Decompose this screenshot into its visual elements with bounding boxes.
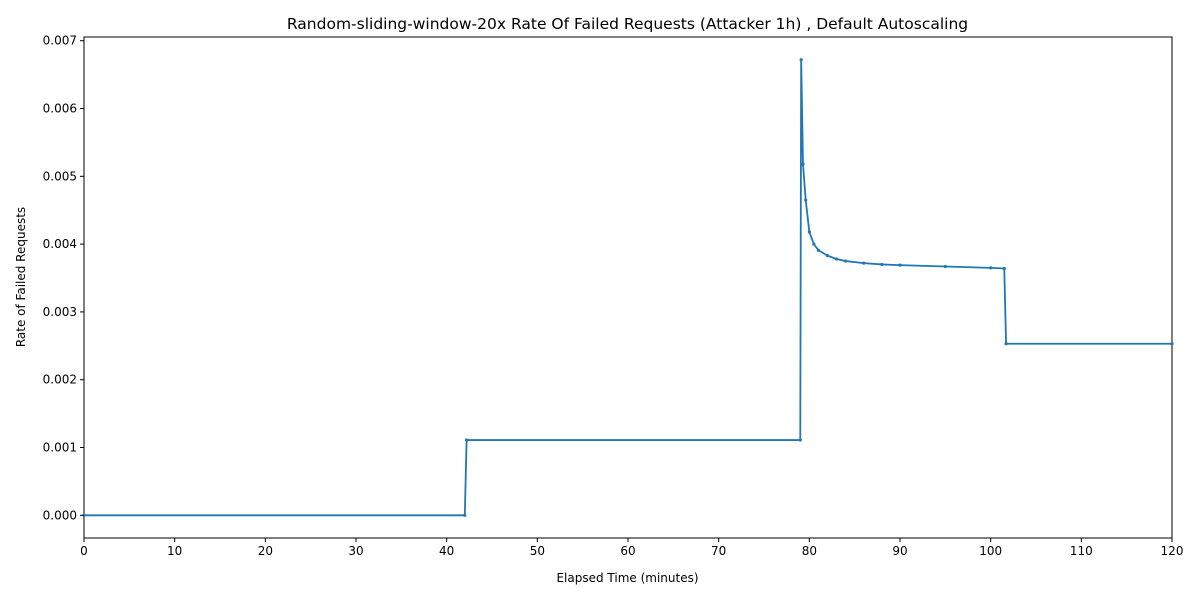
y-tick-label: 0.006 — [43, 102, 77, 116]
y-axis-label: Rate of Failed Requests — [14, 207, 28, 347]
x-tick-label: 100 — [979, 544, 1002, 558]
data-point — [1002, 266, 1006, 271]
data-point — [844, 259, 848, 263]
data-point — [834, 257, 839, 261]
y-tick-label: 0.005 — [43, 169, 77, 183]
y-tick-label: 0.001 — [43, 440, 77, 454]
data-point — [880, 262, 884, 267]
chart-title: Random-sliding-window-20x Rate Of Failed… — [287, 15, 968, 33]
x-tick-label: 20 — [258, 544, 273, 558]
data-point — [1170, 342, 1174, 346]
y-tick-label: 0.003 — [43, 305, 77, 319]
y-tick-label: 0.002 — [43, 373, 77, 387]
x-tick-label: 60 — [620, 544, 635, 558]
data-point — [825, 254, 830, 258]
x-tick-label: 110 — [1070, 544, 1093, 558]
x-tick-label: 40 — [439, 544, 454, 558]
series-layer — [82, 58, 1174, 517]
y-tick-label: 0.004 — [43, 237, 77, 251]
data-point — [807, 230, 811, 234]
data-point — [862, 261, 866, 265]
y-tick-label: 0.007 — [43, 34, 77, 48]
data-point — [798, 438, 802, 442]
x-tick-label: 0 — [80, 544, 88, 558]
data-point — [799, 58, 803, 62]
x-tick-label: 120 — [1161, 544, 1184, 558]
x-tick-label: 10 — [167, 544, 182, 558]
data-point — [943, 264, 947, 269]
x-tick-label: 50 — [530, 544, 545, 558]
x-axis-label: Elapsed Time (minutes) — [556, 571, 698, 585]
x-tick-label: 80 — [802, 544, 817, 558]
data-point — [812, 242, 816, 246]
data-point — [989, 266, 993, 270]
data-point — [465, 438, 469, 442]
y-axis: 0.000 0.001 0.002 0.003 0.004 0.005 0.006 0.007 — [43, 34, 84, 522]
x-axis: 0 10 20 30 40 50 60 70 80 90 100 110 120 — [80, 538, 1183, 558]
x-tick-label: 70 — [711, 544, 726, 558]
data-point — [898, 263, 902, 267]
y-tick-label: 0.000 — [43, 508, 77, 522]
x-tick-label: 30 — [348, 544, 363, 558]
data-point — [801, 162, 805, 166]
data-point — [1004, 342, 1008, 346]
data-point — [816, 248, 821, 252]
data-point — [463, 513, 467, 517]
x-tick-label: 90 — [892, 544, 907, 558]
data-point — [804, 198, 808, 202]
